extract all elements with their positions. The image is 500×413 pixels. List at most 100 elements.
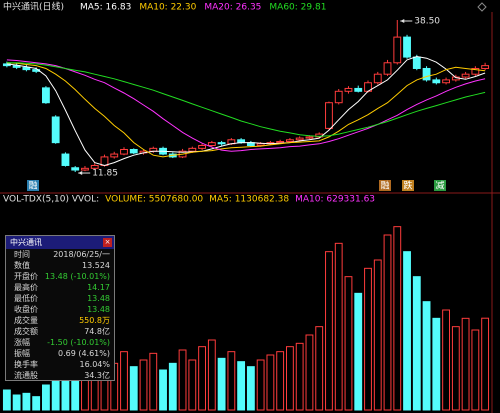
volume-bar bbox=[295, 342, 304, 411]
close-button[interactable]: × bbox=[103, 238, 112, 247]
candle-body bbox=[90, 164, 99, 169]
annotation-arrowhead bbox=[400, 18, 405, 23]
info-row: 涨幅 -1.50 (-10.01%) bbox=[6, 337, 114, 348]
volume-bar bbox=[42, 384, 50, 411]
settings-icon[interactable] bbox=[477, 2, 487, 12]
event-marker-label: 融 bbox=[380, 181, 389, 192]
info-label: 时间 bbox=[14, 250, 30, 259]
volume-bar bbox=[12, 394, 21, 411]
info-value: 0.69 (4.61%) bbox=[57, 349, 110, 358]
volume-bar bbox=[334, 242, 343, 411]
candle-body bbox=[198, 145, 206, 149]
candle-body bbox=[188, 147, 197, 152]
info-row: 数值 13.524 bbox=[6, 260, 114, 271]
candle-body bbox=[354, 87, 363, 92]
legend-entry: MA60: 29.81 bbox=[269, 3, 326, 13]
volume-bar bbox=[403, 251, 411, 411]
info-value: 13.48 (-10.01%) bbox=[44, 272, 110, 281]
legend-entry: MA10: 22.30 bbox=[139, 3, 196, 13]
event-marker-label: 融 bbox=[28, 181, 37, 192]
volume-bar bbox=[207, 339, 216, 411]
volume-bar bbox=[305, 334, 314, 411]
info-label: 最高价 bbox=[14, 283, 38, 292]
annotation-arrowhead bbox=[78, 171, 83, 176]
ma-line bbox=[6, 59, 486, 152]
info-label: 流通股 bbox=[14, 371, 38, 380]
volume-bar bbox=[286, 346, 294, 411]
volume-bar bbox=[2, 389, 11, 411]
volume-bar bbox=[364, 267, 372, 411]
event-marker: 融 bbox=[27, 180, 39, 192]
event-marker: 融 bbox=[379, 180, 391, 192]
volume-bar bbox=[461, 317, 470, 411]
volume-bar bbox=[178, 349, 187, 411]
candle-body bbox=[471, 67, 480, 75]
info-row: 成交量 550.8万 bbox=[6, 315, 114, 326]
volume-header: VOL-TDX(5,10) VVOL: bbox=[3, 195, 99, 205]
info-label: 开盘价 bbox=[14, 272, 38, 281]
volume-bar bbox=[373, 259, 382, 411]
volume-bar bbox=[354, 292, 363, 411]
candle-body bbox=[71, 167, 80, 171]
info-row: 振幅 0.69 (4.61%) bbox=[6, 348, 114, 359]
info-row: 收盘价 13.48 bbox=[6, 304, 114, 315]
candle-body bbox=[432, 79, 441, 84]
info-rows: 时间 2018/06/25/一数值 13.524 开盘价 13.48 (-10.01%)… bbox=[6, 249, 114, 381]
volume-bar bbox=[22, 392, 31, 411]
volume-header: MA5: 1130682.38 bbox=[209, 195, 289, 205]
volume-bar bbox=[451, 326, 460, 411]
info-label: 涨幅 bbox=[14, 338, 30, 347]
volume-bar bbox=[217, 357, 226, 411]
volume-bar bbox=[227, 351, 236, 411]
info-panel-header: 中兴通讯 × bbox=[6, 236, 114, 249]
info-row: 流通股 34.3亿 bbox=[6, 370, 114, 381]
info-value: 34.3亿 bbox=[84, 371, 110, 380]
info-value: 2018/06/25/一 bbox=[53, 250, 110, 259]
candle-body bbox=[403, 36, 411, 58]
volume-bar bbox=[315, 326, 324, 411]
event-marker-box bbox=[27, 180, 39, 191]
candle-body bbox=[393, 36, 402, 64]
volume-bar bbox=[159, 369, 167, 411]
legend-entry: MA20: 26.35 bbox=[204, 3, 261, 13]
event-marker: 减 bbox=[434, 180, 446, 192]
info-value: 13.48 bbox=[87, 305, 110, 314]
event-marker-box bbox=[434, 180, 446, 191]
info-label: 成交量 bbox=[14, 316, 38, 325]
volume-bar bbox=[344, 276, 353, 411]
candle-body bbox=[295, 137, 304, 141]
candle-body bbox=[461, 73, 470, 78]
candle-body bbox=[276, 141, 285, 144]
event-marker-label: 跌 bbox=[403, 181, 412, 192]
info-row: 最低价 13.48 bbox=[6, 293, 114, 304]
candle-body bbox=[12, 65, 21, 68]
info-value: 16.04% bbox=[79, 360, 110, 369]
candle-body bbox=[129, 148, 138, 154]
candle-body bbox=[256, 143, 265, 147]
volume-bar bbox=[481, 317, 490, 411]
candle-body bbox=[100, 156, 109, 166]
volume-bar bbox=[149, 352, 158, 411]
volume-bar bbox=[442, 309, 450, 411]
info-label: 数值 bbox=[14, 261, 30, 270]
volume-bar bbox=[32, 396, 41, 411]
candle-body bbox=[61, 153, 70, 166]
volume-bar bbox=[276, 351, 285, 411]
candle-body bbox=[325, 102, 333, 129]
info-value: 13.524 bbox=[82, 261, 110, 270]
volume-bar bbox=[129, 366, 138, 411]
info-label: 成交额 bbox=[14, 327, 38, 336]
ma-line bbox=[6, 62, 486, 137]
volume-bar bbox=[471, 329, 480, 411]
candle-body bbox=[51, 116, 60, 144]
event-marker-box bbox=[379, 180, 391, 191]
candle-body bbox=[110, 153, 119, 158]
info-value: 14.17 bbox=[87, 283, 110, 292]
volume-header: MA10: 629331.63 bbox=[295, 195, 375, 205]
volume-bar bbox=[237, 361, 246, 411]
volume-bar bbox=[266, 354, 275, 411]
volume-header: VOLUME: 5507680.00 bbox=[105, 195, 203, 205]
candle-body bbox=[42, 87, 50, 104]
info-value: 550.8万 bbox=[79, 316, 110, 325]
candle-body bbox=[422, 67, 431, 81]
